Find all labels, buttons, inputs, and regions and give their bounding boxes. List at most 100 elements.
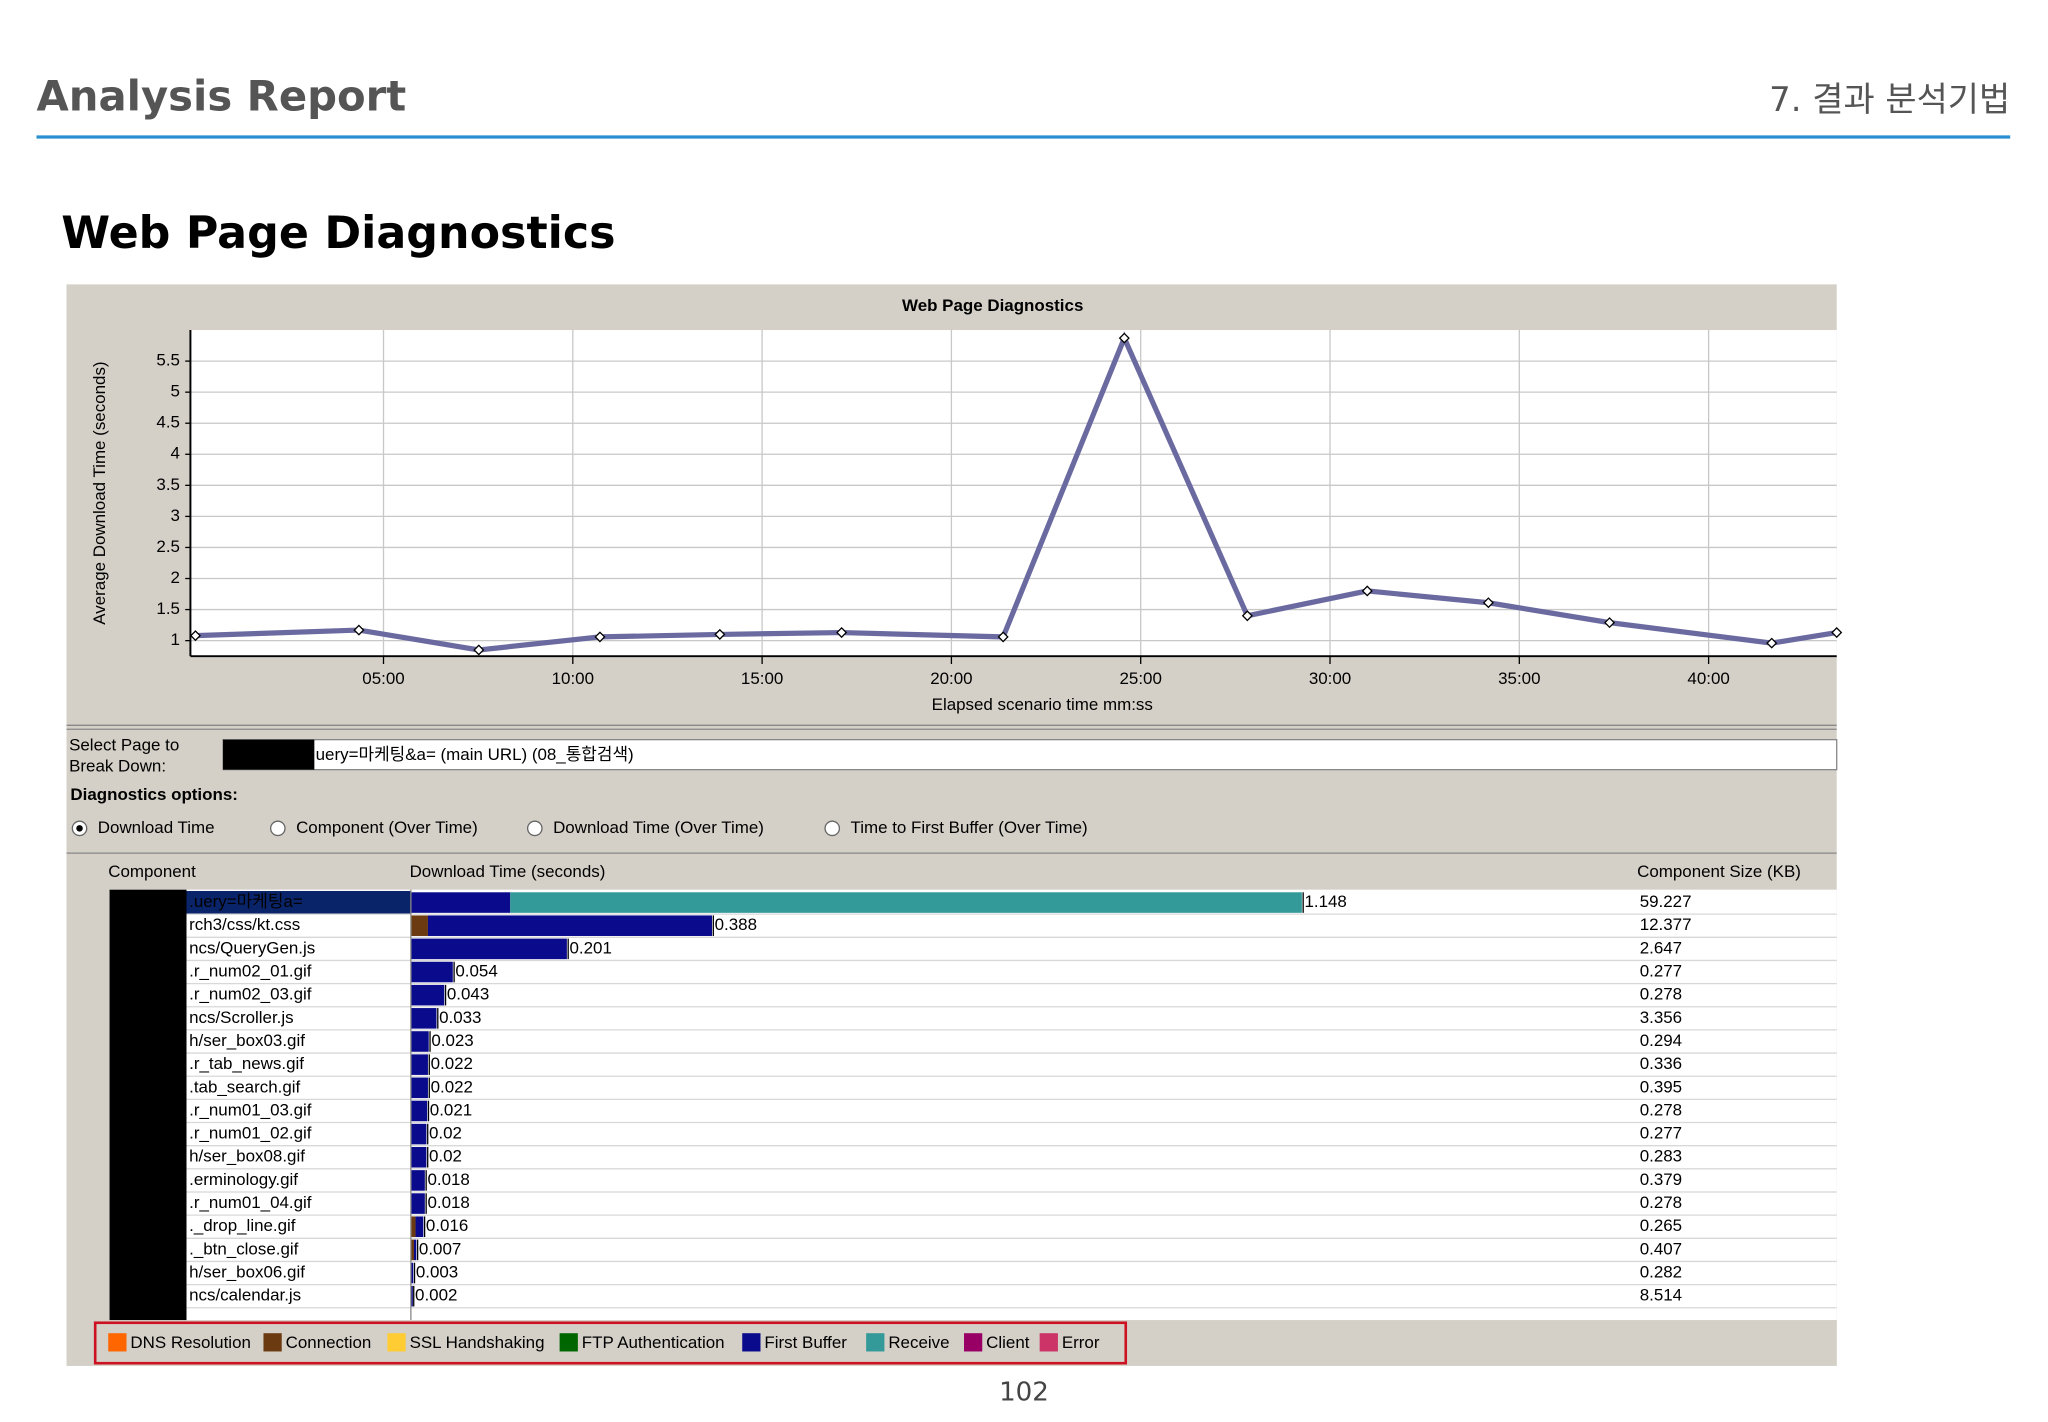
component-size: 0.278: [1640, 1100, 1682, 1119]
download-time: 0.016: [426, 1216, 468, 1235]
option-label: Time to First Buffer (Over Time): [851, 818, 1088, 837]
component-size: 0.282: [1640, 1263, 1682, 1282]
y-tick-label: 1.5: [156, 599, 180, 618]
y-tick-label: 5.5: [156, 351, 180, 370]
option-label: Component (Over Time): [296, 818, 478, 837]
data-point: [836, 627, 848, 639]
bar-segment: [410, 1193, 425, 1214]
component-size: 0.278: [1640, 1193, 1682, 1212]
component-size: 2.647: [1640, 938, 1682, 957]
bar-segment: [410, 1008, 437, 1029]
bar-segment: [410, 1146, 427, 1168]
data-point: [997, 631, 1009, 643]
legend-label: Connection: [286, 1333, 372, 1352]
download-time: 0.043: [447, 985, 489, 1004]
legend-swatch: [559, 1333, 578, 1352]
legend-swatch: [963, 1333, 983, 1352]
selected-row: [186, 890, 411, 915]
bar-segment: [410, 1031, 429, 1052]
component-name: ._drop_line.gif: [189, 1216, 296, 1235]
radio[interactable]: [526, 820, 543, 837]
component-name: .r_num02_03.gif: [189, 985, 312, 1004]
download-time: 0.022: [431, 1054, 473, 1073]
component-size: 8.514: [1640, 1286, 1682, 1305]
option-label: Download Time: [98, 818, 215, 837]
column-header: Component Size (KB): [1637, 862, 1801, 881]
legend-label: First Buffer: [764, 1333, 847, 1352]
selector-label: Break Down:: [69, 757, 166, 776]
bar-segment: [410, 984, 445, 1006]
component-name: .tab_search.gif: [189, 1077, 300, 1096]
component-size: 0.336: [1640, 1054, 1682, 1073]
radio[interactable]: [824, 820, 841, 837]
component-name: ncs/calendar.js: [189, 1286, 301, 1305]
bar-segment: [427, 915, 713, 936]
component-size: 0.278: [1640, 985, 1682, 1004]
component-size: 0.277: [1640, 962, 1682, 981]
bar-segment: [413, 1239, 417, 1261]
legend: DNS Resolution Connection SSL Handshaking F…: [108, 1333, 1100, 1352]
download-time: 0.02: [429, 1124, 462, 1143]
component-name: .r_num02_01.gif: [189, 962, 312, 981]
bar-segment: [410, 892, 511, 913]
component-name: ._btn_close.gif: [189, 1239, 299, 1258]
radio[interactable]: [269, 820, 286, 837]
data-point: [1361, 585, 1373, 597]
y-tick-label: 2: [171, 568, 180, 587]
data-point: [594, 631, 606, 643]
plot: 1 1.5 2 2.5 3 3.5 4 4.5 5 5.5 05:00 10:00 15:00 20:00…: [156, 330, 1843, 688]
component-name: .r_tab_news.gif: [189, 1054, 304, 1073]
x-tick-label: 15:00: [741, 669, 783, 688]
bar-segment: [410, 1123, 427, 1145]
x-tick-label: 10:00: [552, 669, 594, 688]
download-time: 0.054: [455, 962, 497, 981]
legend-swatch: [1039, 1333, 1058, 1352]
x-axis-label: Elapsed scenario time mm:ss: [932, 695, 1153, 714]
component-name: rch3/css/kt.css: [189, 915, 300, 934]
plot-area: [190, 330, 1837, 657]
bar-segment: [410, 1054, 428, 1075]
radio-dot: [76, 825, 83, 832]
component-name: h/ser_box03.gif: [189, 1031, 305, 1050]
bar-segment: [410, 961, 453, 983]
component-name: ncs/QueryGen.js: [189, 938, 315, 957]
component-name: .r_num01_03.gif: [189, 1100, 312, 1119]
options-title: Diagnostics options:: [70, 785, 237, 804]
legend-swatch: [866, 1333, 885, 1352]
x-tick-label: 05:00: [362, 669, 404, 688]
heading: Web Page Diagnostics: [61, 208, 615, 259]
legend-swatch: [263, 1333, 282, 1352]
data-point: [1831, 627, 1843, 639]
legend-label: SSL Handshaking: [410, 1333, 545, 1352]
data-point: [353, 624, 365, 636]
data-point: [1118, 332, 1130, 344]
component-name: .erminology.gif: [189, 1170, 298, 1189]
bar-segment: [410, 1100, 428, 1122]
table-area: [109, 889, 1837, 1321]
x-tick-label: 25:00: [1120, 669, 1162, 688]
redaction: [109, 889, 187, 1321]
component-name: h/ser_box06.gif: [189, 1263, 305, 1282]
bar-segment: [415, 1216, 424, 1237]
legend-swatch: [387, 1333, 406, 1352]
x-tick-label: 20:00: [930, 669, 972, 688]
data-point: [1604, 617, 1616, 629]
bar-segment: [510, 892, 1302, 913]
page-select-value: uery=마케팅&a= (main URL) (08_통합검색): [316, 745, 634, 764]
selector-label: Select Page to: [69, 736, 179, 755]
y-tick-label: 3.5: [156, 475, 180, 494]
y-tick-label: 5: [171, 382, 180, 401]
component-name: .r_num01_02.gif: [189, 1124, 312, 1143]
page-select[interactable]: [222, 739, 1838, 771]
chart-title: Web Page Diagnostics: [902, 296, 1083, 315]
redaction: [223, 739, 315, 770]
x-tick-label: 30:00: [1309, 669, 1351, 688]
download-time: 0.201: [569, 938, 611, 957]
legend-label: Receive: [888, 1333, 949, 1352]
page-number: 102: [999, 1378, 1049, 1408]
bar-segment: [410, 915, 428, 936]
options: Download Time Component (Over Time) Downlo…: [71, 818, 1088, 837]
download-time: 0.02: [429, 1147, 462, 1166]
bar-segment: [410, 1262, 414, 1284]
